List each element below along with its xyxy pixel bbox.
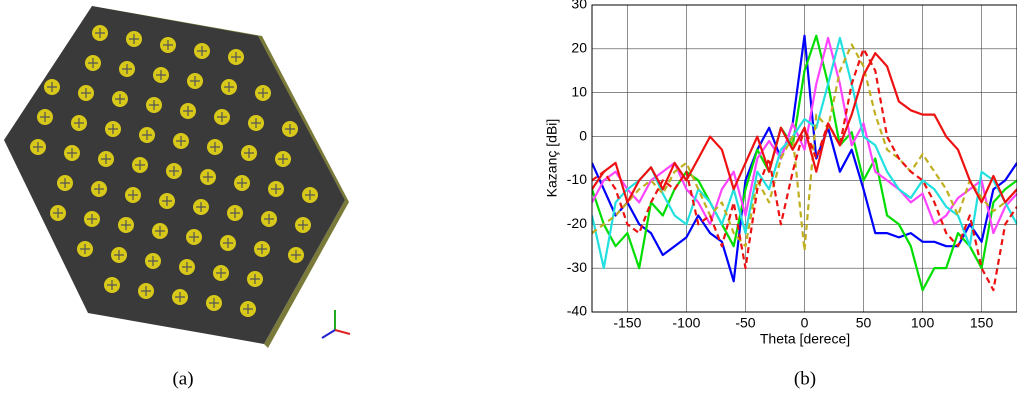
y-tick-label: -10 [567,171,587,187]
page: (a) (b) Theta [derece] Kazanç [dBi] -40 -… [0,0,1017,399]
y-axis-label: Kazanç [dBi] [544,119,560,198]
y-tick-label: 0 [579,127,587,143]
x-tick-label: 0 [801,315,809,331]
figure: (a) (b) Theta [derece] Kazanç [dBi] -40 -… [0,0,1017,394]
chart: Theta [derece] Kazanç [dBi] -40 -30 -20 -10… [544,0,1017,347]
x-tick-label: 100 [911,315,935,331]
y-tick-label: -30 [567,259,587,275]
x-tick-label: 50 [856,315,872,331]
x-tick-label: -50 [735,315,755,331]
x-tick-label: -150 [613,315,641,331]
y-tick-label: -40 [567,303,587,319]
y-tick-label: 20 [571,40,587,56]
x-tick-label: -100 [672,315,700,331]
x-tick-label: 150 [970,315,994,331]
x-axis-label: Theta [derece] [760,331,850,347]
y-tick-label: 10 [571,83,587,99]
caption: (a) [172,368,193,389]
axis-icon [322,310,350,338]
caption: (b) [794,368,816,389]
y-tick-label: 30 [571,0,587,12]
y-tick-label: -20 [567,215,587,231]
antenna-render [4,6,350,348]
